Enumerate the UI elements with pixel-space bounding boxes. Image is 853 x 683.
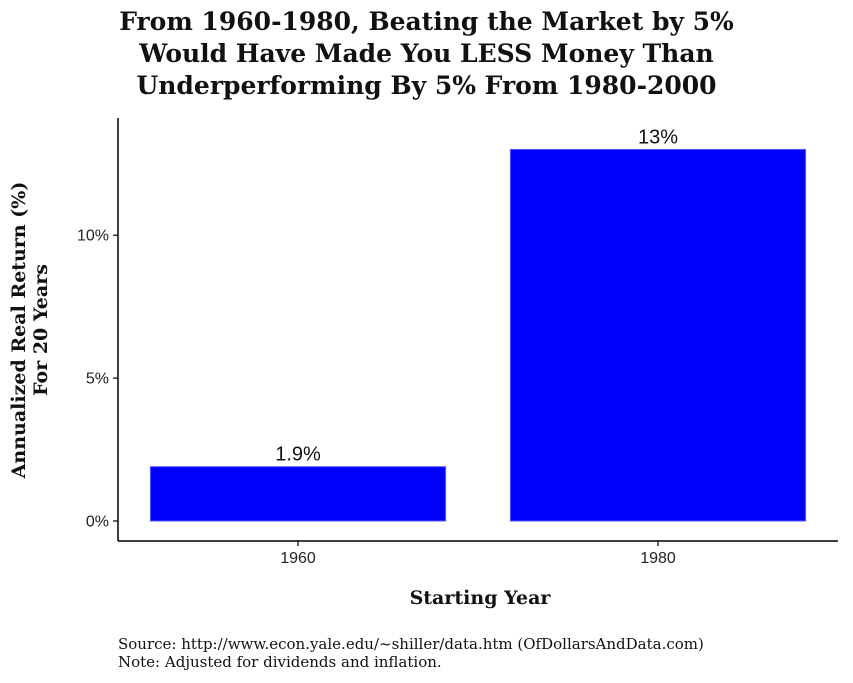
source-note: Source: http://www.econ.yale.edu/~shille… xyxy=(118,635,704,653)
y-tick-label: 5% xyxy=(86,371,109,388)
x-axis-ticks: 1960 1980 xyxy=(280,541,676,567)
chart-title-line-3: Underperforming By 5% From 1980-2000 xyxy=(136,71,717,100)
x-axis-title: Starting Year xyxy=(410,587,552,609)
bars-group xyxy=(149,148,807,522)
chart-title-line-2: Would Have Made You LESS Money Than xyxy=(139,39,714,68)
chart-title-line-1: From 1960-1980, Beating the Market by 5% xyxy=(119,7,734,36)
data-label-1960: 1.9% xyxy=(275,444,321,466)
data-label-1980: 13% xyxy=(638,126,678,148)
y-axis-title-line-2: For 20 Years xyxy=(30,264,52,396)
y-tick-label: 0% xyxy=(86,513,109,530)
x-tick-label-1980: 1980 xyxy=(640,550,676,567)
data-labels-group: 1.9% 13% xyxy=(275,126,678,465)
x-tick-label-1960: 1960 xyxy=(280,550,316,567)
bar-1960 xyxy=(149,466,447,522)
chart-title: From 1960-1980, Beating the Market by 5%… xyxy=(0,6,853,102)
y-tick-label: 10% xyxy=(77,228,109,245)
adjustment-note: Note: Adjusted for dividends and inflati… xyxy=(118,653,442,671)
footer: Source: http://www.econ.yale.edu/~shille… xyxy=(118,635,704,671)
bar-1980 xyxy=(509,148,807,522)
y-axis-ticks: 0% 5% 10% xyxy=(77,228,118,530)
y-axis-title-line-1: Annualized Real Return (%) xyxy=(8,182,30,480)
